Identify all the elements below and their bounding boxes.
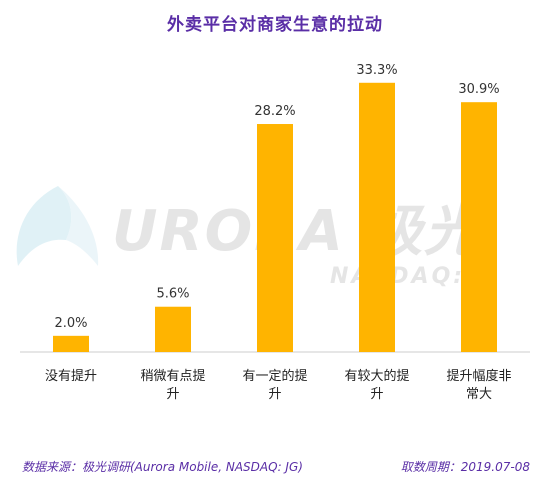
category-label-line: 升 — [370, 387, 384, 402]
category-label-5: 提升幅度非 常大 — [437, 368, 521, 404]
bar-5 — [461, 102, 497, 353]
bar-1 — [53, 335, 89, 352]
data-source: 数据来源：极光调研(Aurora Mobile, NASDAQ: JG) — [22, 460, 303, 474]
category-label-line: 稍微有点提 — [140, 369, 206, 384]
category-label-line: 有较大的提 — [344, 369, 410, 384]
category-label-line: 提升幅度非 — [446, 369, 512, 384]
bar-4 — [359, 82, 395, 353]
value-label-1: 2.0% — [54, 316, 87, 331]
aurora-watermark-logo — [16, 186, 99, 266]
category-label-1: 没有提升 — [29, 368, 113, 386]
bar-2 — [155, 306, 191, 352]
category-label-line: 升 — [268, 387, 282, 402]
data-period: 取数周期：2019.07-08 — [400, 460, 530, 474]
category-label-line: 升 — [166, 387, 180, 402]
category-label-line: 没有提升 — [44, 369, 97, 384]
value-label-5: 30.9% — [458, 82, 499, 97]
category-label-line: 常大 — [465, 387, 492, 402]
value-label-4: 33.3% — [356, 63, 397, 78]
value-label-2: 5.6% — [156, 287, 189, 302]
category-label-3: 有一定的提升 — [233, 368, 317, 404]
category-label-2: 稍微有点提升 — [131, 368, 215, 404]
category-label-4: 有较大的提升 — [335, 368, 419, 404]
value-label-3: 28.2% — [254, 104, 295, 119]
category-label-line: 有一定的提 — [242, 369, 308, 384]
chart-title: 外卖平台对商家生意的拉动 — [167, 15, 383, 35]
watermark-text: URORA 极光 — [112, 199, 483, 264]
bar-3 — [257, 124, 293, 353]
